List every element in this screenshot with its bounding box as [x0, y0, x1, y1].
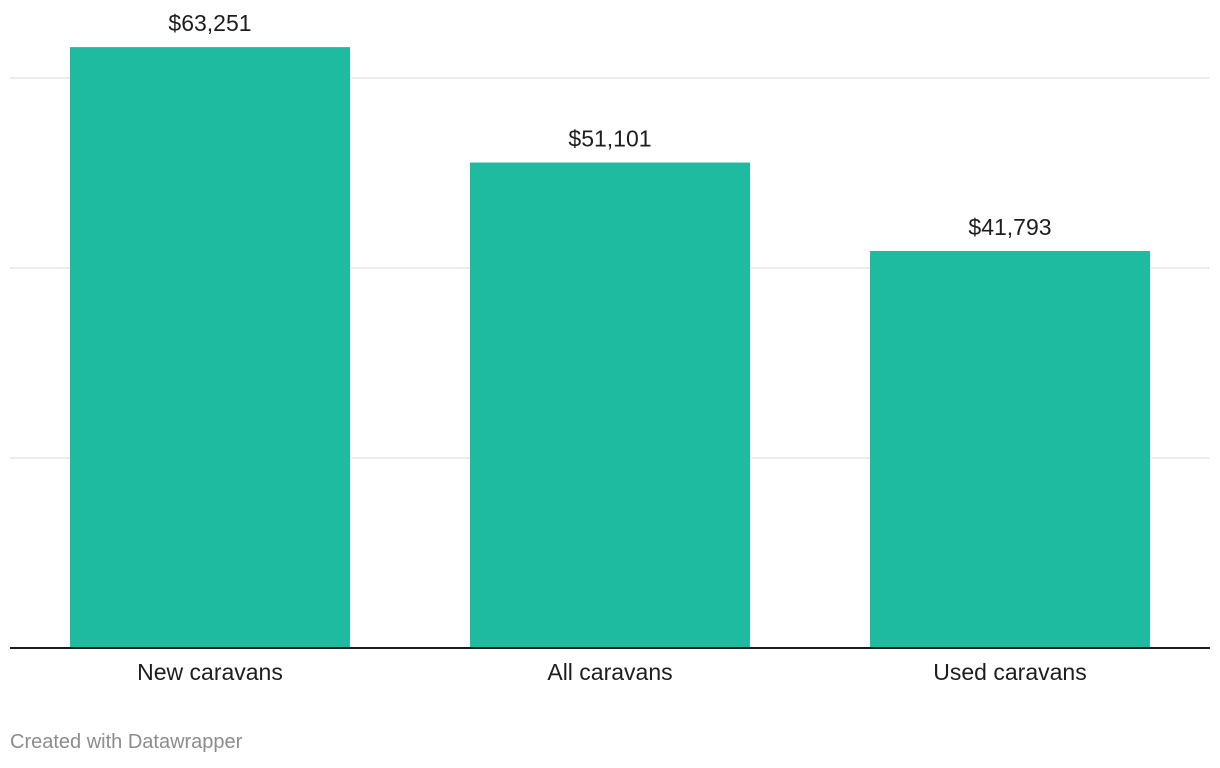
- bar-chart: $63,251 $51,101 $41,793 New caravans All ca…: [10, 10, 1210, 685]
- bar-all-caravans: [470, 162, 750, 648]
- bar-used-caravans: [870, 250, 1150, 649]
- bar-new-caravans: [70, 47, 350, 649]
- value-labels: $63,251 $51,101 $41,793: [168, 10, 1051, 240]
- chart-credit: Created with Datawrapper: [10, 731, 243, 753]
- category-label-new-caravans: New caravans: [137, 659, 283, 685]
- value-label-used-caravans: $41,793: [968, 214, 1051, 240]
- category-label-all-caravans: All caravans: [547, 659, 672, 685]
- bars: [70, 47, 1150, 649]
- value-label-new-caravans: $63,251: [168, 10, 251, 36]
- category-label-used-caravans: Used caravans: [933, 659, 1086, 685]
- value-label-all-caravans: $51,101: [568, 126, 651, 152]
- category-labels: New caravans All caravans Used caravans: [137, 659, 1087, 685]
